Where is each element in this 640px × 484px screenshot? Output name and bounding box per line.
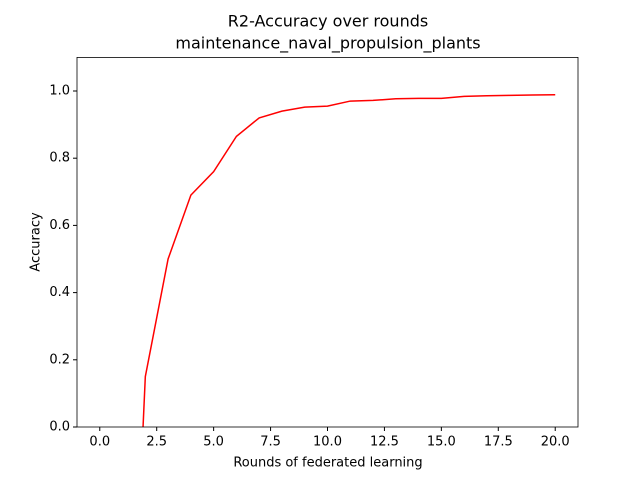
y-tick-label: 0.8 xyxy=(49,151,70,166)
x-tick-label: 20.0 xyxy=(541,435,570,450)
y-tick-label: 1.0 xyxy=(49,84,70,99)
x-tick-label: 17.5 xyxy=(484,435,513,450)
x-tick-label: 0.0 xyxy=(89,435,110,450)
x-tick-label: 10.0 xyxy=(313,435,342,450)
x-axis-label: Rounds of federated learning xyxy=(233,456,422,471)
y-axis-label: Accuracy xyxy=(29,212,44,272)
chart-title: R2-Accuracy over rounds xyxy=(228,12,428,31)
x-tick-label: 2.5 xyxy=(146,435,167,450)
plot-frame xyxy=(76,57,579,428)
data-line xyxy=(142,93,556,428)
y-tick-label: 0.4 xyxy=(49,285,70,300)
x-tick-label: 5.0 xyxy=(203,435,224,450)
y-tick-label: 0.0 xyxy=(49,420,70,435)
y-tick-label: 0.6 xyxy=(49,218,70,233)
y-tick-label: 0.2 xyxy=(49,352,70,367)
x-tick-label: 12.5 xyxy=(370,435,399,450)
x-tick-label: 7.5 xyxy=(260,435,281,450)
chart-subtitle: maintenance_naval_propulsion_plants xyxy=(175,34,480,54)
x-tick-label: 15.0 xyxy=(427,435,456,450)
